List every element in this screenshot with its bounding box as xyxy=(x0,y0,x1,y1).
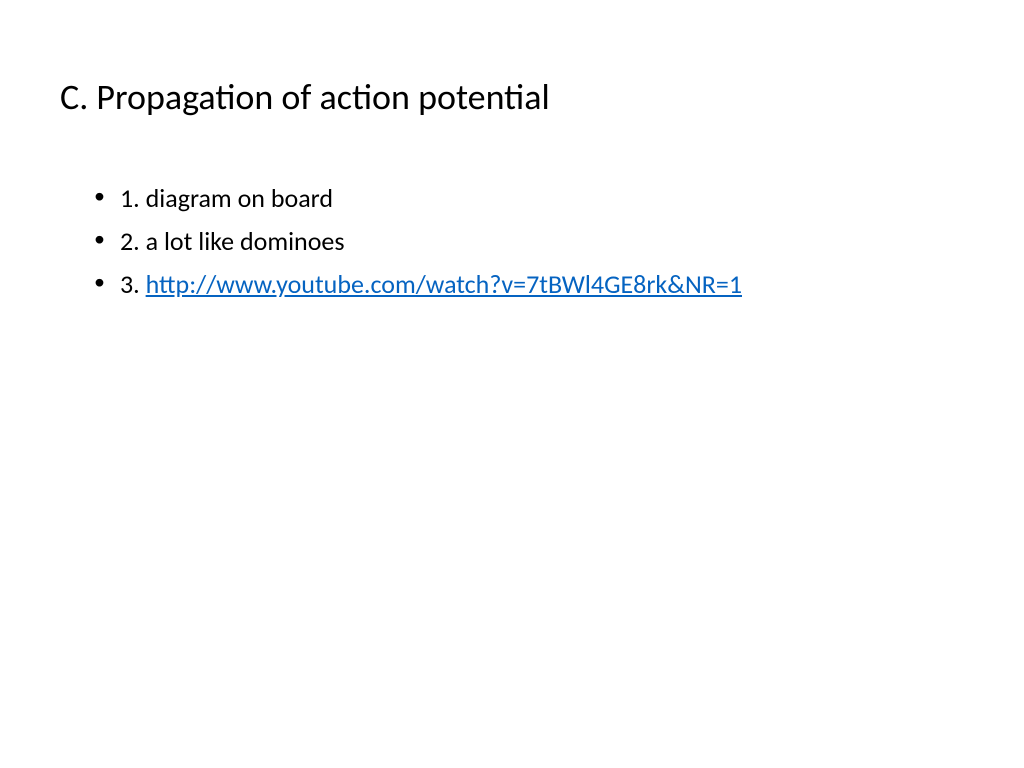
list-item: 2. a lot like dominoes xyxy=(94,222,964,261)
bullet-text: diagram on board xyxy=(146,182,333,214)
slide-title: C. Propagation of action potential xyxy=(60,75,964,119)
youtube-link[interactable]: http://www.youtube.com/watch?v=7tBWl4GE8… xyxy=(146,268,742,300)
bullet-prefix: 3. xyxy=(120,268,146,300)
bullet-text: a lot like dominoes xyxy=(146,225,345,257)
bullet-prefix: 1. xyxy=(120,182,146,214)
list-item: 3. http://www.youtube.com/watch?v=7tBWl4… xyxy=(94,265,964,304)
list-item: 1. diagram on board xyxy=(94,179,964,218)
bullet-prefix: 2. xyxy=(120,225,146,257)
bullet-list: 1. diagram on board 2. a lot like domino… xyxy=(60,179,964,304)
